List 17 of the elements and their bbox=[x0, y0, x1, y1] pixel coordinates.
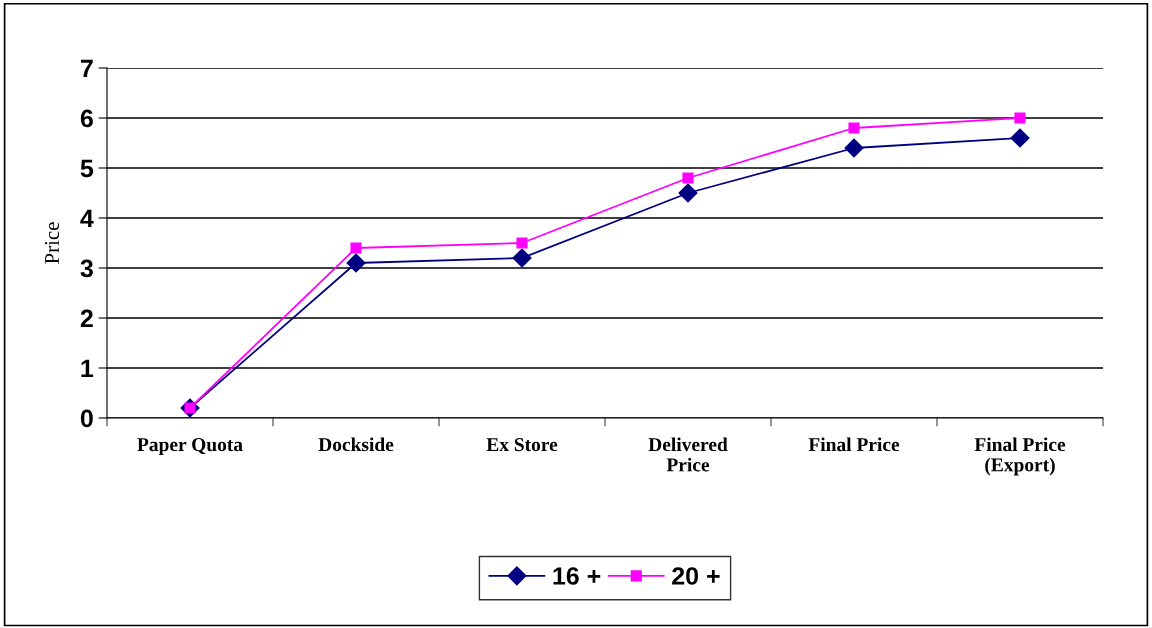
x-tick-label: Final Price bbox=[808, 437, 900, 452]
legend-label: 20 + bbox=[672, 567, 720, 585]
x-tick-label: Paper Quota bbox=[137, 438, 243, 456]
x-tick-label: Final Price (Export) bbox=[974, 437, 1066, 476]
y-tick-label: 4 bbox=[80, 209, 94, 228]
y-tick-label: 3 bbox=[80, 259, 93, 278]
x-tick-label: Delivered Price bbox=[648, 437, 728, 472]
y-axis-title: Price bbox=[45, 222, 59, 264]
y-tick-label: 1 bbox=[81, 359, 94, 378]
y-tick-label: 6 bbox=[80, 109, 93, 128]
x-tick-label: Ex Store bbox=[486, 438, 558, 452]
y-tick-label: 5 bbox=[80, 159, 94, 178]
y-tick-label: 2 bbox=[80, 309, 93, 328]
y-tick-label: 0 bbox=[80, 409, 93, 428]
y-tick-label: 7 bbox=[80, 59, 93, 78]
legend-label: 16 + bbox=[553, 567, 601, 585]
x-tick-label: Dockside bbox=[318, 437, 394, 452]
